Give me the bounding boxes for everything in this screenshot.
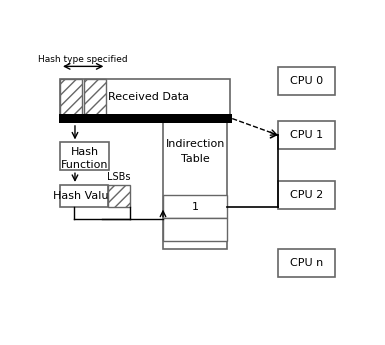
Bar <box>60 79 230 116</box>
Bar <box>60 185 108 207</box>
Text: Table: Table <box>181 154 209 164</box>
Text: Indirection: Indirection <box>166 139 225 149</box>
Bar <box>278 181 335 209</box>
Text: CPU n: CPU n <box>290 258 323 268</box>
Bar <box>163 118 227 249</box>
Bar <box>163 218 227 241</box>
Bar <box>60 142 109 170</box>
Text: Hash type specified: Hash type specified <box>38 55 127 64</box>
Bar <box>60 79 82 116</box>
Text: CPU 1: CPU 1 <box>290 130 323 140</box>
Text: Hash Value: Hash Value <box>53 191 115 201</box>
Text: 1: 1 <box>192 202 199 212</box>
Text: Function: Function <box>61 160 109 170</box>
Bar <box>84 79 106 116</box>
Bar <box>108 185 130 207</box>
Text: Received Data: Received Data <box>108 92 189 102</box>
Bar <box>59 114 232 123</box>
Bar <box>163 196 227 218</box>
Text: LSBs: LSBs <box>107 172 131 182</box>
Bar <box>278 67 335 95</box>
Bar <box>278 249 335 276</box>
Bar <box>278 121 335 149</box>
Text: Hash: Hash <box>70 147 99 157</box>
Text: CPU 0: CPU 0 <box>290 76 323 86</box>
Text: CPU 2: CPU 2 <box>290 190 323 200</box>
